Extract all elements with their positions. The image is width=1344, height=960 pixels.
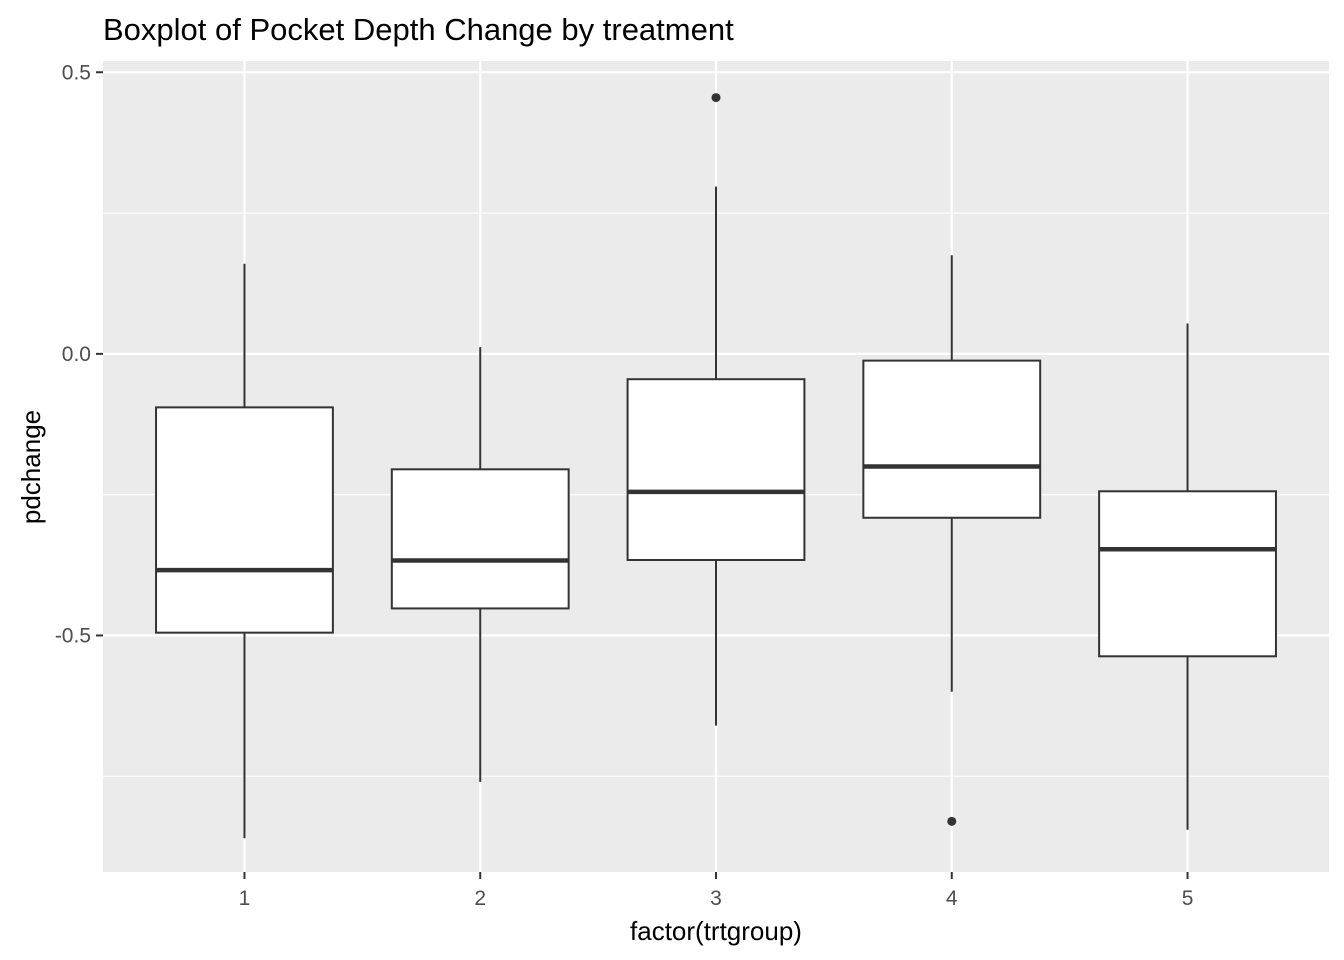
outlier-point [947,816,957,826]
box-iqr [626,378,806,561]
x-tick-label: 5 [1182,887,1194,910]
box-group-2 [390,347,570,782]
y-axis-title: pdchange [16,410,46,524]
y-tick-label: 0.0 [62,343,91,366]
x-tick-label: 3 [710,887,722,910]
outlier-point [711,93,721,103]
box-group-4 [862,255,1042,826]
box-group-3 [626,93,806,726]
boxes-layer [155,93,1277,839]
x-axis-title: factor(trtgroup) [630,916,802,946]
chart-title: Boxplot of Pocket Depth Change by treatm… [103,12,734,47]
x-tick-label: 2 [474,887,486,910]
box-iqr [155,406,334,634]
box-iqr [1098,490,1277,658]
axes-layer: -0.5 0.0 0.5 1 2 3 4 5 [55,61,1194,910]
x-tick-label: 4 [946,887,958,910]
y-tick-label: -0.5 [55,624,91,647]
x-tick-label: 1 [239,887,251,910]
y-tick-label: 0.5 [62,61,91,84]
box-iqr [862,359,1042,519]
box-group-1 [155,263,334,839]
box-group-5 [1098,323,1277,830]
box-iqr [390,468,570,610]
